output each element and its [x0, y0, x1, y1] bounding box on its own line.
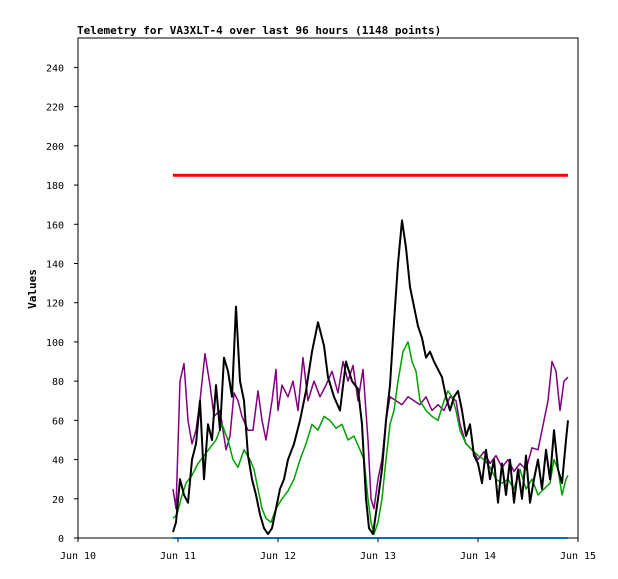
x-tick-label: Jun 10 — [60, 551, 96, 562]
series-layer — [172, 173, 569, 539]
y-axis-ticks: 0 20 40 60 80 100 120 140 160 180 200 220 240 — [46, 63, 78, 545]
y-tick-label: 200 — [46, 142, 64, 153]
series-line-3 — [172, 219, 569, 536]
y-tick-label: 60 — [52, 416, 64, 427]
y-tick-label: 240 — [46, 63, 64, 74]
y-tick-label: 120 — [46, 299, 64, 310]
y-tick-label: 20 — [52, 495, 64, 506]
x-tick-label: Jun 13 — [360, 551, 396, 562]
y-tick-label: 80 — [52, 377, 64, 388]
x-axis-ticks: Jun 10 Jun 11 Jun 12 Jun 13 Jun 14 Jun 15 — [60, 538, 596, 562]
series-line-2 — [172, 341, 569, 535]
y-tick-label: 140 — [46, 259, 64, 270]
y-tick-label: 40 — [52, 456, 64, 467]
chart-title: Telemetry for VA3XLT-4 over last 96 hour… — [77, 24, 441, 37]
x-tick-label: Jun 11 — [160, 551, 196, 562]
y-tick-label: 180 — [46, 181, 64, 192]
plot-area-frame — [77, 37, 579, 539]
y-tick-label: 160 — [46, 220, 64, 231]
y-tick-label: 220 — [46, 103, 64, 114]
y-tick-label: 100 — [46, 338, 64, 349]
x-tick-label: Jun 12 — [260, 551, 296, 562]
x-tick-label: Jun 14 — [460, 551, 496, 562]
y-axis-label: Values — [26, 269, 39, 309]
x-tick-label: Jun 15 — [560, 551, 596, 562]
y-tick-label: 0 — [58, 534, 64, 545]
